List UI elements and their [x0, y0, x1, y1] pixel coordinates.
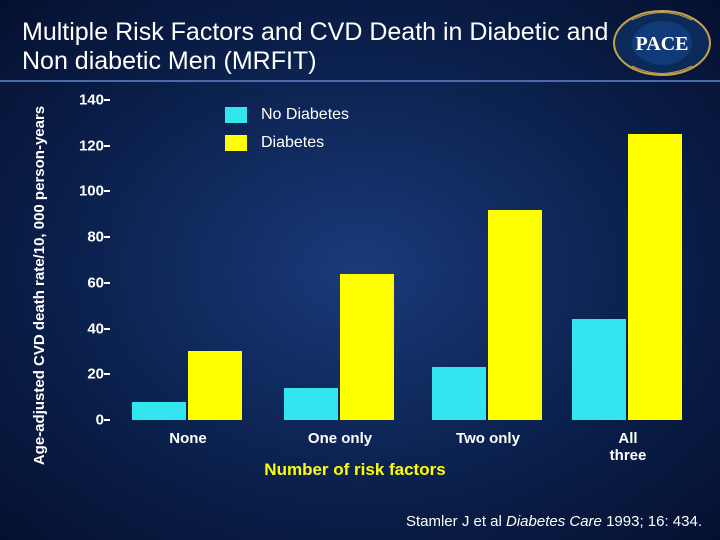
- legend-swatch: [225, 107, 247, 123]
- x-tick-label: All three: [602, 430, 654, 464]
- bar: [432, 367, 486, 420]
- bars-container: [110, 100, 680, 420]
- bar: [572, 319, 626, 420]
- y-tick-label: 120: [68, 137, 104, 154]
- y-tick-label: 0: [68, 412, 104, 429]
- y-tick-mark: [104, 373, 110, 375]
- pace-logo: PACE: [612, 8, 712, 78]
- y-tick-mark: [104, 282, 110, 284]
- svg-text:PACE: PACE: [636, 33, 689, 55]
- y-tick-label: 100: [68, 183, 104, 200]
- x-tick-label: None: [169, 430, 207, 447]
- y-tick-mark: [104, 190, 110, 192]
- bar: [340, 274, 394, 420]
- legend-item: Diabetes: [225, 134, 349, 152]
- citation: Stamler J et al Diabetes Care 1993; 16: …: [406, 513, 702, 530]
- bar-group: [284, 274, 394, 420]
- citation-author: Stamler J et al: [406, 513, 506, 530]
- y-tick-label: 40: [68, 320, 104, 337]
- bar: [488, 210, 542, 420]
- bar: [628, 134, 682, 420]
- x-axis-title: Number of risk factors: [30, 460, 680, 480]
- bar: [188, 351, 242, 420]
- page-title: Multiple Risk Factors and CVD Death in D…: [22, 18, 610, 76]
- y-tick-mark: [104, 145, 110, 147]
- bar-group: [572, 134, 682, 420]
- legend: No Diabetes Diabetes: [225, 106, 349, 162]
- y-tick-label: 80: [68, 229, 104, 246]
- y-tick-mark: [104, 328, 110, 330]
- y-tick-mark: [104, 419, 110, 421]
- y-tick-label: 20: [68, 366, 104, 383]
- y-tick-mark: [104, 99, 110, 101]
- y-tick-mark: [104, 236, 110, 238]
- y-axis-label: Age-adjusted CVD death rate/10, 000 pers…: [30, 115, 50, 455]
- x-tick-label: Two only: [456, 430, 520, 447]
- legend-swatch: [225, 135, 247, 151]
- x-labels: NoneOne onlyTwo onlyAll three: [110, 430, 680, 454]
- y-tick-label: 60: [68, 274, 104, 291]
- y-tick-label: 140: [68, 92, 104, 109]
- plot-area: 020406080100120140: [110, 100, 680, 420]
- bar: [132, 402, 186, 420]
- x-tick-label: One only: [308, 430, 372, 447]
- bar-group: [432, 210, 542, 420]
- bar: [284, 388, 338, 420]
- bar-group: [132, 351, 242, 420]
- legend-label: No Diabetes: [261, 106, 349, 124]
- citation-journal: Diabetes Care: [506, 513, 606, 530]
- legend-label: Diabetes: [261, 134, 324, 152]
- legend-item: No Diabetes: [225, 106, 349, 124]
- citation-ref: 1993; 16: 434.: [606, 513, 702, 530]
- chart: Age-adjusted CVD death rate/10, 000 pers…: [30, 100, 680, 480]
